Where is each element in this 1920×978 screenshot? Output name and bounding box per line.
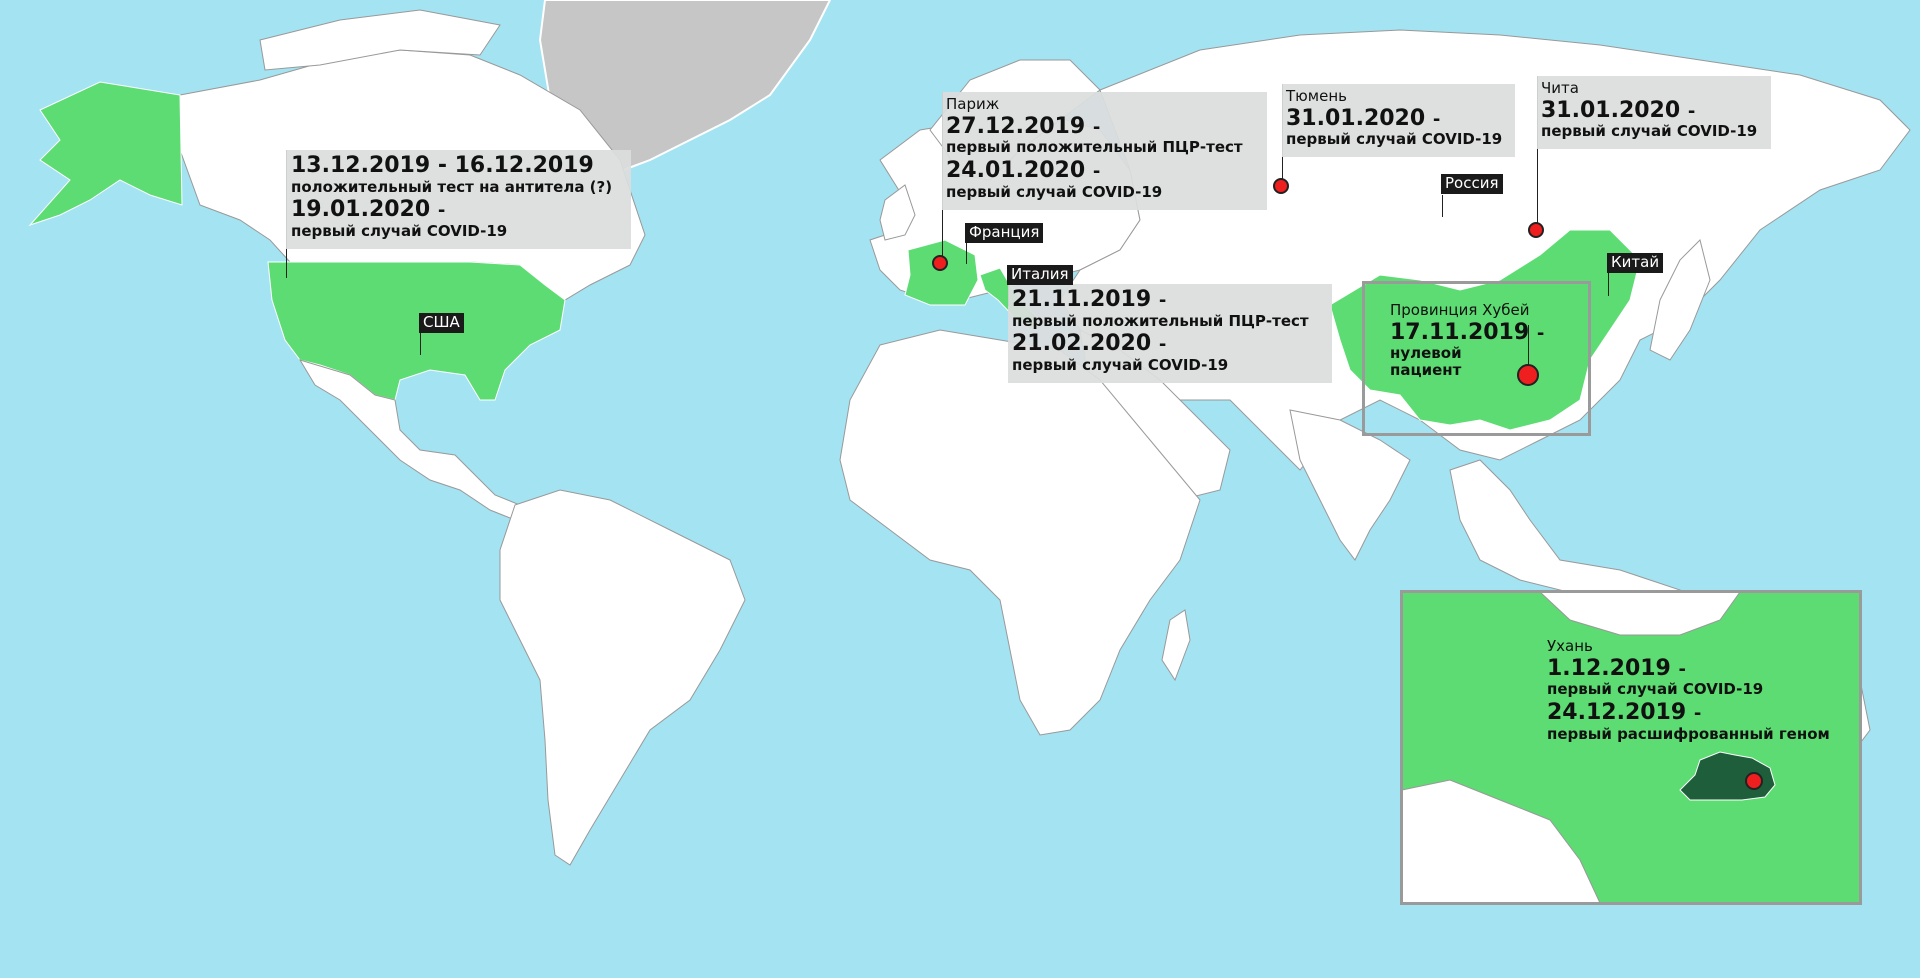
hubei-desc-line2: пациент xyxy=(1390,361,1462,380)
chita-leader xyxy=(1537,76,1538,228)
china-tag-leader xyxy=(1608,272,1609,296)
country-tag-usa: США xyxy=(419,313,464,333)
italy-date-pcr: 21.11.2019 - xyxy=(1012,287,1167,312)
south-america-shape xyxy=(499,489,746,866)
arctic-islands-shape xyxy=(259,9,501,71)
paris-pcr-desc: первый положительный ПЦР-тест xyxy=(946,138,1243,157)
paris-city-label: Париж xyxy=(946,95,1000,113)
tyumen-date: 31.01.2020 - xyxy=(1286,105,1441,131)
paris-date-pcr: 27.12.2019 - xyxy=(946,113,1101,139)
chita-desc: первый случай COVID-19 xyxy=(1541,122,1758,141)
italy-first-case-desc: первый случай COVID-19 xyxy=(1012,356,1229,375)
hubei-title: Провинция Хубей xyxy=(1390,301,1530,319)
uk-shape xyxy=(879,184,916,241)
madagascar-shape xyxy=(1161,609,1191,682)
hubei-date: 17.11.2019 - xyxy=(1390,319,1545,345)
country-tag-france: Франция xyxy=(965,223,1044,243)
tyumen-desc: первый случай COVID-19 xyxy=(1286,130,1503,149)
paris-info-box: Париж 27.12.2019 - первый положительный … xyxy=(942,92,1267,210)
wuhan-genome-desc: первый расшифрованный геном xyxy=(1547,724,1830,743)
wuhan-city-label: Ухань xyxy=(1547,637,1593,655)
chita-city-label: Чита xyxy=(1541,79,1579,97)
country-tag-china: Китай xyxy=(1607,253,1664,273)
usa-tag-leader xyxy=(420,330,421,355)
usa-info-box: 13.12.2019 - 16.12.2019 положительный те… xyxy=(286,150,631,249)
wuhan-text: Ухань 1.12.2019 - первый случай COVID-19… xyxy=(1547,638,1847,746)
usa-shape xyxy=(267,261,566,401)
wuhan-date-first-case: 1.12.2019 - xyxy=(1547,655,1687,681)
hubei-frame xyxy=(1362,281,1591,436)
country-tag-italy: Италия xyxy=(1007,265,1073,285)
france-tag-leader xyxy=(966,240,967,264)
tyumen-info-box: Тюмень 31.01.2020 - первый случай COVID-… xyxy=(1282,84,1515,158)
hubei-pin xyxy=(1517,364,1539,386)
paris-first-case-desc: первый случай COVID-19 xyxy=(946,182,1163,201)
wuhan-first-case-desc: первый случай COVID-19 xyxy=(1547,680,1764,699)
tyumen-city-label: Тюмень xyxy=(1286,87,1347,105)
russia-tag-leader xyxy=(1442,195,1443,217)
tyumen-pin xyxy=(1273,178,1289,194)
usa-first-case-desc: первый случай COVID-19 xyxy=(291,222,508,241)
wuhan-pin xyxy=(1745,772,1763,790)
hubei-leader xyxy=(1528,325,1529,375)
hubei-text: Провинция Хубей 17.11.2019 - нулевой пац… xyxy=(1390,302,1585,382)
paris-pin xyxy=(932,255,948,271)
italy-date-first-case: 21.02.2020 - xyxy=(1012,331,1167,357)
chita-info-box: Чита 31.01.2020 - первый случай COVID-19 xyxy=(1537,76,1771,150)
paris-date-first-case: 24.01.2020 - xyxy=(946,158,1101,184)
hubei-desc-line1: нулевой xyxy=(1390,344,1462,363)
chita-pin xyxy=(1528,222,1544,238)
usa-date-range: 13.12.2019 - 16.12.2019 xyxy=(291,153,594,178)
italy-info-box: 21.11.2019 - первый положительный ПЦР-те… xyxy=(1008,284,1332,383)
france-shape xyxy=(904,239,979,306)
wuhan-date-genome: 24.12.2019 - xyxy=(1547,700,1702,726)
chita-date: 31.01.2020 - xyxy=(1541,97,1696,123)
alaska-shape xyxy=(28,81,183,227)
usa-antibody-desc: положительный тест на антитела (?) xyxy=(291,177,613,196)
usa-date-first-case: 19.01.2020 - xyxy=(291,197,446,223)
wuhan-inset-frame xyxy=(1400,590,1862,905)
italy-pcr-desc: первый положительный ПЦР-тест xyxy=(1012,311,1309,330)
country-tag-russia: Россия xyxy=(1441,174,1503,194)
japan-shape xyxy=(1649,239,1711,361)
